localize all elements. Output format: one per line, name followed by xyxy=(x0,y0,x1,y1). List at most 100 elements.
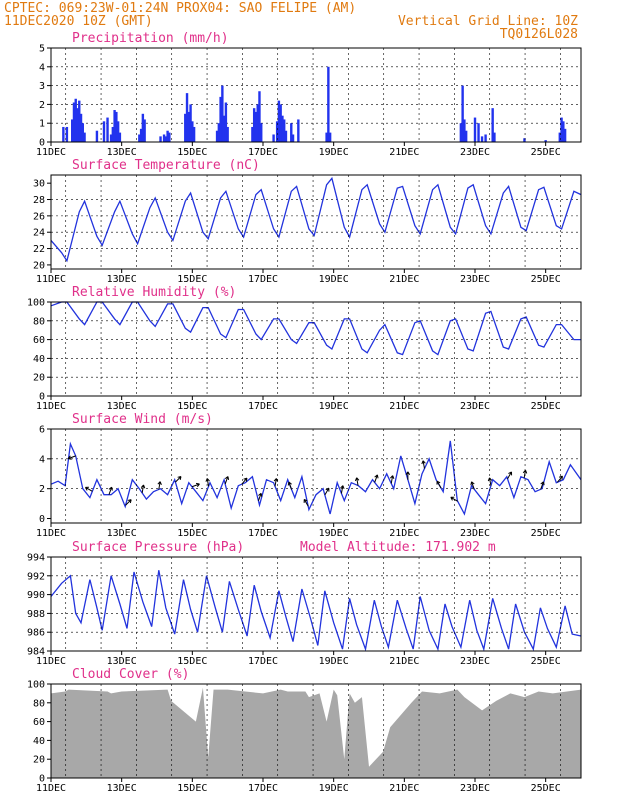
precip-bar xyxy=(291,134,295,142)
precip-bar xyxy=(118,132,122,142)
precip-bar xyxy=(464,130,468,142)
y-tick-label: 100 xyxy=(27,298,45,309)
x-tick-label: 13DEC xyxy=(107,147,137,158)
y-tick-label: 100 xyxy=(27,680,45,691)
series-line-rh xyxy=(50,301,581,356)
x-tick-label: 17DEC xyxy=(248,147,278,158)
precip-bar xyxy=(459,123,463,142)
header-datetime: 11DEC2020 10Z (GMT) xyxy=(4,14,153,29)
y-tick-label: 24 xyxy=(33,228,45,239)
series-line-pres xyxy=(50,570,582,652)
precip-bar xyxy=(473,117,477,142)
wind-arrow xyxy=(540,481,545,490)
y-tick-label: 80 xyxy=(33,698,45,709)
precip-bar xyxy=(95,130,99,142)
precip-bar xyxy=(562,121,565,142)
precip-bar xyxy=(251,126,254,142)
x-tick-label: 11DEC xyxy=(36,783,66,794)
precip-bar xyxy=(217,123,221,142)
precip-bar xyxy=(252,108,256,142)
wind-arrow xyxy=(257,492,263,502)
wind-arrow xyxy=(140,484,146,493)
y-tick-label: 20 xyxy=(33,260,45,271)
precip-bar xyxy=(283,119,286,142)
wind-arrow xyxy=(191,482,200,488)
precip-bar xyxy=(109,134,113,142)
x-tick-label: 13DEC xyxy=(107,401,137,412)
precip-bar xyxy=(219,96,222,142)
wind-arrow xyxy=(324,487,330,496)
y-tick-label: 26 xyxy=(33,211,45,222)
panel-frame xyxy=(50,428,582,524)
precip-bar xyxy=(281,115,284,142)
panel-frame xyxy=(50,683,582,779)
precip-bar xyxy=(256,104,259,142)
y-tick-label: 1 xyxy=(39,119,45,130)
y-tick-label: 22 xyxy=(33,244,45,255)
precip-bar xyxy=(222,115,226,142)
wind-arrow xyxy=(556,475,563,483)
precip-bar xyxy=(275,121,279,142)
x-tick-label: 25DEC xyxy=(531,274,561,285)
precip-bar xyxy=(544,140,547,142)
x-tick-label: 13DEC xyxy=(107,783,137,794)
y-tick-label: 988 xyxy=(27,609,45,620)
x-tick-label: 23DEC xyxy=(460,656,490,667)
precip-bar xyxy=(224,102,228,142)
precip-bar xyxy=(111,126,115,142)
x-tick-label: 21DEC xyxy=(389,274,419,285)
x-tick-label: 23DEC xyxy=(460,528,490,539)
precip-bar xyxy=(523,138,526,142)
precip-bar xyxy=(191,121,194,142)
wind-arrow xyxy=(224,476,230,485)
precip-bar xyxy=(563,128,567,142)
y-tick-label: 28 xyxy=(33,195,45,206)
precip-bar xyxy=(74,98,77,142)
x-tick-label: 21DEC xyxy=(389,147,419,158)
panel-pres: Surface Pressure (hPa) Model Altitude: 17… xyxy=(27,540,582,667)
precip-bar xyxy=(192,126,196,142)
precip-bar xyxy=(277,100,281,142)
precip-bar xyxy=(560,117,563,142)
x-tick-label: 13DEC xyxy=(107,656,137,667)
precip-bar xyxy=(141,113,145,142)
x-tick-label: 19DEC xyxy=(319,401,349,412)
precip-bar xyxy=(72,102,76,142)
precip-bar xyxy=(558,132,561,142)
precip-bar xyxy=(79,113,83,142)
precip-bar xyxy=(139,128,143,142)
panel-title: Precipitation (mm/h) xyxy=(72,31,229,46)
x-tick-label: 19DEC xyxy=(319,783,349,794)
y-tick-label: 2 xyxy=(39,100,45,111)
x-tick-label: 15DEC xyxy=(177,401,207,412)
y-tick-label: 0 xyxy=(39,392,45,403)
precip-bar xyxy=(78,100,81,142)
wind-arrow xyxy=(175,475,182,483)
precip-bar xyxy=(62,126,65,142)
y-tick-label: 990 xyxy=(27,590,45,601)
precip-bar xyxy=(297,119,300,142)
cloud-cover-area xyxy=(51,687,581,778)
wind-arrow xyxy=(340,485,345,494)
precip-bar xyxy=(226,126,229,142)
panel-wind: Surface Wind (m/s) 0 2 4 6 11DEC 13DEC 15DEC 17D… xyxy=(36,412,582,539)
wind-arrow xyxy=(241,477,248,485)
panel-frame xyxy=(50,47,582,143)
wind-arrow xyxy=(303,498,309,507)
precip-bar xyxy=(327,66,330,142)
precip-bar xyxy=(138,134,141,142)
precip-bar xyxy=(284,130,288,142)
precip-bar xyxy=(477,123,480,142)
precip-bar xyxy=(164,136,168,142)
y-tick-label: 4 xyxy=(39,454,45,465)
precip-bar xyxy=(480,136,484,142)
y-tick-label: 60 xyxy=(33,335,45,346)
header-station: CPTEC: 069:23W-01:24N PROX04: SAO FELIPE… xyxy=(4,1,356,16)
x-tick-label: 19DEC xyxy=(319,147,349,158)
wind-arrow xyxy=(125,499,132,506)
precip-bar xyxy=(159,136,162,142)
precip-bar xyxy=(290,123,293,142)
y-tick-label: 40 xyxy=(33,736,45,747)
panel-cloud: Cloud Cover (%) 0 20 40 60 80 100 11DEC 13DEC 15D… xyxy=(27,667,582,794)
precip-bar xyxy=(83,132,86,142)
